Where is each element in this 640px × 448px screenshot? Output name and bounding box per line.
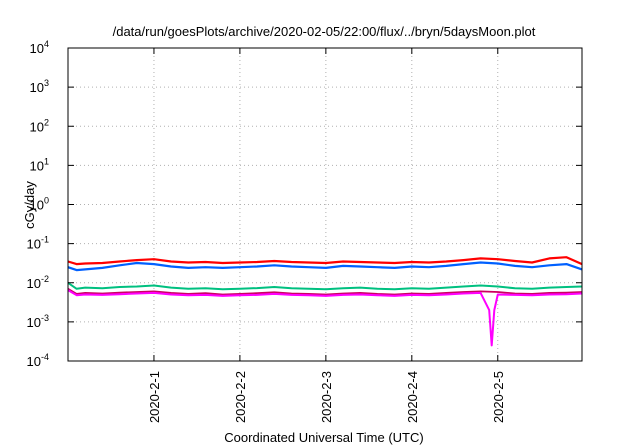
x-tick-label: 2020-2-5 (491, 371, 506, 423)
y-tick-base: 10 (27, 354, 41, 369)
y-tick-label: 10-4 (27, 352, 49, 369)
y-tick-label: 10-3 (27, 313, 49, 330)
y-tick-label: 10-2 (27, 274, 49, 291)
y-tick-exponent: 0 (44, 196, 49, 206)
y-axis-label: cGy/day (22, 181, 37, 229)
series-line-4 (67, 288, 583, 296)
y-tick-base: 10 (30, 119, 44, 134)
y-tick-base: 10 (27, 276, 41, 291)
x-tick-label: 2020-2-4 (405, 371, 420, 423)
y-tick-exponent: -4 (41, 352, 49, 362)
chart-title: /data/run/goesPlots/archive/2020-02-05/2… (113, 24, 536, 39)
y-tick-exponent: 2 (44, 117, 49, 127)
y-tick-base: 10 (30, 41, 44, 56)
y-tick-label: 101 (30, 156, 49, 173)
y-tick-exponent: 4 (44, 39, 49, 49)
series-line-5 (67, 289, 583, 347)
x-axis: 2020-2-1 2020-2-2 2020-2-3 2020-2-4 2020-2-5 (147, 48, 506, 423)
y-tick-exponent: -2 (41, 274, 49, 284)
x-tick-label: 2020-2-2 (233, 371, 248, 423)
y-tick-label: 103 (30, 78, 49, 95)
x-tick-label: 2020-2-3 (319, 371, 334, 423)
series-layer (67, 256, 583, 347)
y-tick-base: 10 (30, 198, 44, 213)
series-line-1 (67, 256, 583, 266)
y-tick-label: 100 (30, 196, 49, 213)
x-axis-label: Coordinated Universal Time (UTC) (224, 430, 423, 445)
y-tick-label: 10-1 (27, 235, 49, 252)
y-tick-label: 102 (30, 117, 49, 134)
series-line-3 (67, 281, 583, 291)
y-tick-exponent: -3 (41, 313, 49, 323)
y-tick-exponent: -1 (41, 235, 49, 245)
series-line-2 (67, 261, 583, 272)
y-tick-base: 10 (30, 80, 44, 95)
y-tick-base: 10 (27, 237, 41, 252)
x-tick-label: 2020-2-1 (147, 371, 162, 423)
grid (68, 47, 582, 362)
y-tick-base: 10 (27, 315, 41, 330)
y-tick-base: 10 (30, 158, 44, 173)
y-tick-exponent: 3 (44, 78, 49, 88)
y-tick-exponent: 1 (44, 156, 49, 166)
y-tick-label: 104 (30, 39, 49, 56)
